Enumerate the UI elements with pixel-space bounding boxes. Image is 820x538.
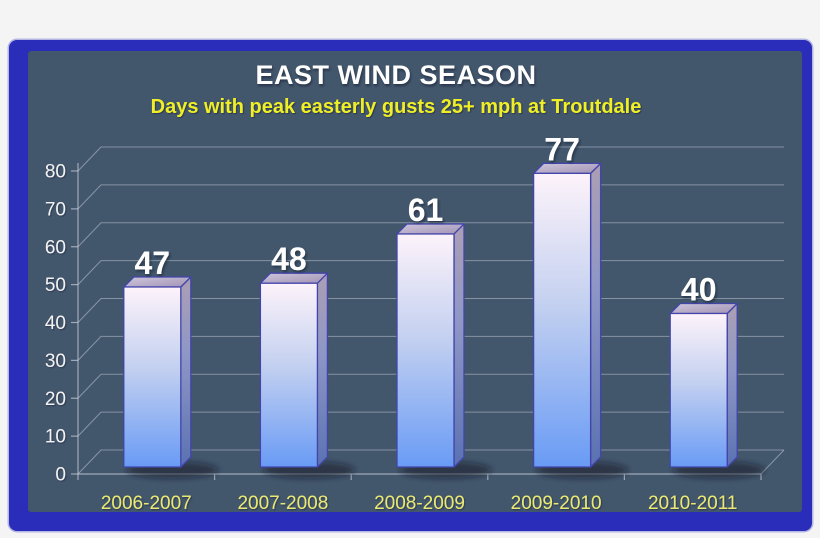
bar-side-face xyxy=(180,276,192,468)
bar-group: 61 xyxy=(396,192,492,479)
y-axis-label: 50 xyxy=(45,275,66,296)
bar-front-face xyxy=(532,172,592,468)
bar-front-face xyxy=(669,312,728,468)
x-axis-label: 2009-2010 xyxy=(511,493,602,512)
floor-right-edge xyxy=(760,449,785,475)
bar-front-face xyxy=(259,282,319,468)
bar-group: 40 xyxy=(669,272,765,479)
y-axis-label: 60 xyxy=(45,237,66,258)
bar-value-label: 40 xyxy=(681,272,717,308)
bar-value-label: 47 xyxy=(135,245,171,281)
bar-group: 77 xyxy=(532,131,629,479)
bar-value-label: 61 xyxy=(408,192,444,228)
bar-group: 47 xyxy=(123,245,219,479)
gridline xyxy=(77,146,784,172)
bar-side-face xyxy=(726,302,738,468)
bar-front-face xyxy=(396,233,455,468)
y-axis-label: 20 xyxy=(45,389,66,410)
bar-front-face xyxy=(123,286,182,468)
bar-side-face xyxy=(316,272,329,468)
y-axis-label: 10 xyxy=(45,427,66,448)
bar-value-label: 48 xyxy=(271,241,307,277)
x-axis-label: 2008-2009 xyxy=(374,493,465,512)
bar-group: 48 xyxy=(259,241,355,479)
x-axis-label: 2010-2011 xyxy=(648,493,737,512)
bar-side-face xyxy=(589,162,602,468)
y-axis-label: 0 xyxy=(55,465,66,486)
bar-side-face xyxy=(453,223,465,468)
y-axis-label: 70 xyxy=(45,199,66,220)
bar-value-label: 77 xyxy=(544,131,580,167)
x-axis-label: 2007-2008 xyxy=(237,493,328,512)
y-axis-label: 80 xyxy=(45,162,66,183)
x-axis-label: 2006-2007 xyxy=(101,493,192,512)
y-axis-label: 40 xyxy=(45,313,66,334)
bar-chart: 0 10 20 30 40 50 60 70 80 47 48 61 77 40 2006-2007 2007… xyxy=(45,131,785,512)
y-axis-label: 30 xyxy=(45,351,66,372)
